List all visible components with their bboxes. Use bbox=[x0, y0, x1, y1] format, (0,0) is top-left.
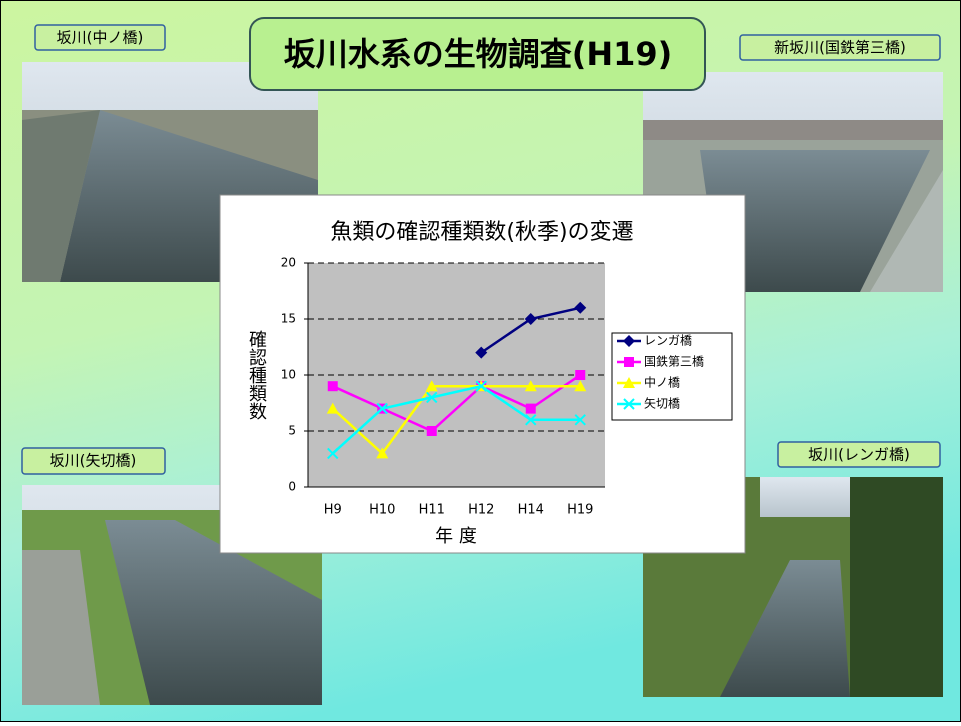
y-tick-label: 15 bbox=[281, 312, 296, 326]
x-axis-label: 年 度 bbox=[435, 526, 477, 547]
x-tick-label: H19 bbox=[567, 503, 593, 518]
x-tick-label: H14 bbox=[518, 503, 544, 518]
y-axis-label: 確認種類数 bbox=[246, 330, 267, 420]
caption-text: 坂川(矢切橋) bbox=[50, 452, 137, 470]
slide-title: 坂川水系の生物調査(H19) bbox=[284, 35, 673, 73]
chart-title: 魚類の確認種類数(秋季)の変遷 bbox=[330, 220, 633, 245]
caption-text: 坂川(レンガ橋) bbox=[808, 446, 910, 464]
x-tick-label: H10 bbox=[369, 503, 395, 518]
y-tick-label: 20 bbox=[281, 256, 296, 270]
legend-label: 国鉄第三橋 bbox=[644, 354, 704, 369]
x-tick-label: H9 bbox=[324, 503, 342, 518]
x-tick-label: H11 bbox=[419, 503, 445, 518]
y-tick-label: 10 bbox=[281, 368, 296, 382]
legend-label: レンガ橋 bbox=[644, 334, 692, 348]
data-point bbox=[526, 404, 536, 414]
x-tick-label: H12 bbox=[468, 503, 494, 518]
caption-text: 坂川(中ノ橋) bbox=[57, 29, 144, 47]
legend-marker bbox=[624, 357, 634, 367]
legend-label: 矢切橋 bbox=[644, 397, 680, 411]
caption-text: 新坂川(国鉄第三橋) bbox=[774, 39, 906, 57]
y-tick-label: 0 bbox=[288, 480, 296, 494]
data-point bbox=[427, 426, 437, 436]
legend-label: 中ノ橋 bbox=[644, 375, 680, 390]
data-point bbox=[328, 381, 338, 391]
data-point bbox=[575, 370, 585, 380]
slide: 坂川(中ノ橋) 新坂川(国鉄第三橋) 坂川(矢切橋) 坂川(レンガ橋) 坂川水系… bbox=[0, 0, 961, 722]
y-tick-label: 5 bbox=[288, 424, 296, 438]
